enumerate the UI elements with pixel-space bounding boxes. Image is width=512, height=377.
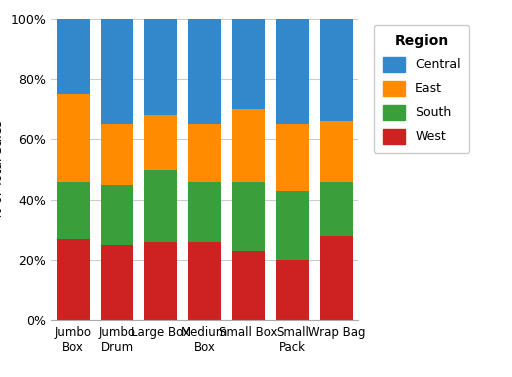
Bar xyxy=(188,242,221,320)
Bar xyxy=(144,170,177,242)
Y-axis label: % of Total Sales: % of Total Sales xyxy=(0,120,5,219)
Bar xyxy=(144,242,177,320)
Bar xyxy=(276,19,309,124)
Bar xyxy=(276,191,309,260)
Bar xyxy=(320,182,353,236)
Bar xyxy=(188,124,221,182)
Legend: Central, East, South, West: Central, East, South, West xyxy=(374,25,470,153)
Bar xyxy=(320,19,353,121)
Bar xyxy=(100,245,134,320)
Bar xyxy=(232,109,265,182)
Bar xyxy=(276,124,309,191)
Bar xyxy=(188,182,221,242)
Bar xyxy=(232,182,265,251)
Bar xyxy=(57,239,90,320)
Bar xyxy=(320,236,353,320)
Bar xyxy=(100,19,134,124)
Bar xyxy=(57,94,90,182)
Bar xyxy=(232,251,265,320)
Bar xyxy=(100,185,134,245)
Bar xyxy=(144,19,177,115)
Bar xyxy=(188,19,221,124)
Bar xyxy=(276,260,309,320)
Bar xyxy=(144,115,177,170)
Bar xyxy=(57,182,90,239)
Bar xyxy=(232,19,265,109)
Bar xyxy=(320,121,353,182)
Bar xyxy=(100,124,134,185)
Bar xyxy=(57,19,90,94)
